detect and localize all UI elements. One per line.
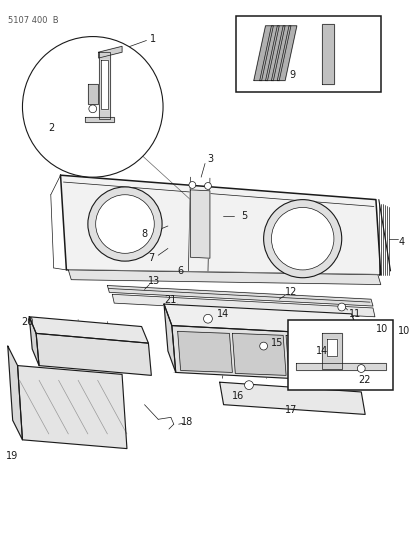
- Circle shape: [271, 207, 333, 270]
- Polygon shape: [326, 339, 336, 356]
- Polygon shape: [232, 333, 285, 375]
- Circle shape: [303, 349, 312, 357]
- Polygon shape: [18, 366, 127, 449]
- Circle shape: [259, 342, 267, 350]
- Polygon shape: [259, 26, 279, 80]
- Text: 15: 15: [270, 338, 283, 348]
- Circle shape: [189, 182, 195, 188]
- Text: 5: 5: [240, 211, 247, 221]
- Text: 14: 14: [315, 346, 328, 356]
- Polygon shape: [29, 317, 148, 343]
- Circle shape: [88, 187, 162, 261]
- Circle shape: [22, 37, 163, 177]
- Text: 10: 10: [375, 325, 388, 335]
- Polygon shape: [112, 294, 374, 317]
- Polygon shape: [68, 270, 380, 285]
- Circle shape: [263, 200, 341, 278]
- Polygon shape: [253, 26, 273, 80]
- Text: 2: 2: [49, 123, 55, 133]
- Polygon shape: [8, 346, 22, 440]
- Polygon shape: [99, 52, 110, 118]
- Polygon shape: [85, 117, 114, 123]
- Text: 9: 9: [289, 70, 295, 79]
- Polygon shape: [295, 362, 385, 370]
- Circle shape: [89, 105, 97, 112]
- Polygon shape: [177, 332, 232, 373]
- Text: 4: 4: [398, 237, 404, 247]
- Polygon shape: [164, 304, 175, 373]
- Polygon shape: [276, 26, 296, 80]
- Text: 16: 16: [231, 391, 244, 401]
- Polygon shape: [285, 335, 339, 377]
- Text: 14: 14: [216, 309, 228, 319]
- Circle shape: [244, 381, 253, 390]
- Circle shape: [204, 182, 211, 189]
- Text: 10: 10: [398, 326, 409, 336]
- Polygon shape: [321, 333, 341, 368]
- Polygon shape: [99, 46, 122, 58]
- Circle shape: [337, 303, 345, 311]
- Circle shape: [357, 365, 364, 373]
- Polygon shape: [88, 84, 97, 104]
- Bar: [236, 16, 380, 92]
- Text: 13: 13: [148, 276, 160, 286]
- Polygon shape: [219, 382, 364, 415]
- Text: 22: 22: [357, 375, 370, 385]
- Polygon shape: [107, 286, 372, 306]
- Polygon shape: [271, 26, 290, 80]
- Text: 18: 18: [181, 417, 193, 427]
- Text: 21: 21: [164, 295, 177, 305]
- Polygon shape: [36, 333, 151, 375]
- Polygon shape: [265, 26, 284, 80]
- Text: 7: 7: [148, 253, 154, 263]
- Polygon shape: [29, 317, 39, 366]
- Polygon shape: [171, 326, 362, 382]
- Text: 11: 11: [348, 309, 361, 319]
- Text: 8: 8: [141, 229, 147, 239]
- Polygon shape: [190, 190, 209, 258]
- Bar: [288, 320, 393, 390]
- Circle shape: [95, 195, 154, 253]
- Text: 6: 6: [177, 266, 183, 276]
- Polygon shape: [100, 60, 108, 109]
- Text: 5107 400  B: 5107 400 B: [8, 16, 58, 25]
- Text: 3: 3: [207, 154, 212, 164]
- Text: 20: 20: [21, 317, 34, 327]
- Text: 19: 19: [6, 451, 18, 462]
- Text: 17: 17: [284, 405, 297, 415]
- Polygon shape: [321, 24, 333, 84]
- Polygon shape: [61, 175, 380, 275]
- Polygon shape: [164, 304, 358, 335]
- Circle shape: [203, 314, 212, 323]
- Text: 1: 1: [150, 34, 156, 44]
- Text: 12: 12: [284, 287, 297, 297]
